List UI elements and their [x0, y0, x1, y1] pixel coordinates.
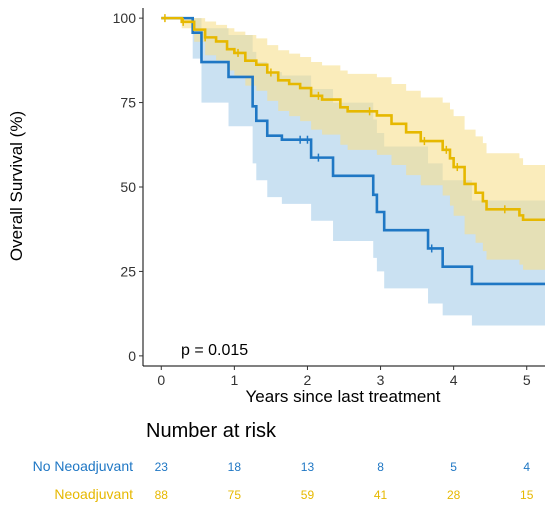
- x-tick-label: 2: [304, 372, 312, 388]
- y-tick-label: 0: [128, 348, 136, 364]
- y-tick-label: 25: [120, 263, 136, 279]
- risk-count: 5: [450, 460, 457, 474]
- risk-table-title: Number at risk: [146, 420, 277, 442]
- risk-row-label: Neoadjuvant: [54, 486, 133, 502]
- risk-count: 41: [374, 488, 388, 502]
- censor-marks: [164, 14, 506, 253]
- risk-count: 75: [228, 488, 242, 502]
- y-tick-label: 75: [120, 95, 136, 111]
- risk-count: 4: [523, 460, 530, 474]
- x-tick-label: 5: [523, 372, 531, 388]
- risk-count: 23: [155, 460, 169, 474]
- x-axis-title: Years since last treatment: [246, 387, 441, 406]
- y-tick-label: 50: [120, 179, 136, 195]
- confidence-bands: [161, 18, 546, 326]
- risk-count: 88: [155, 488, 169, 502]
- survival-curves: [161, 16, 545, 286]
- risk-table: Number at risk No Neoadjuvant 23 18 13 8 5 4 Ne…: [33, 420, 534, 502]
- risk-count: 8: [377, 460, 384, 474]
- risk-count: 13: [301, 460, 315, 474]
- survival-line-no-neoadjuvant: [161, 16, 545, 286]
- x-tick-label: 4: [450, 372, 458, 388]
- x-tick-label: 1: [230, 372, 238, 388]
- risk-count: 59: [301, 488, 315, 502]
- risk-count: 18: [228, 460, 242, 474]
- y-tick-label: 100: [113, 10, 137, 26]
- x-tick-label: 3: [377, 372, 385, 388]
- survival-line-neoadjuvant: [161, 16, 545, 222]
- ci-band-neoadjuvant: [161, 18, 546, 270]
- x-tick-label: 0: [157, 372, 165, 388]
- risk-count: 15: [520, 488, 534, 502]
- y-axis-title: Overall Survival (%): [7, 111, 26, 261]
- risk-row-label: No Neoadjuvant: [33, 458, 134, 474]
- ci-band-no-neoadjuvant: [161, 18, 546, 326]
- risk-count: 28: [447, 488, 461, 502]
- p-value-annotation: p = 0.015: [181, 342, 248, 359]
